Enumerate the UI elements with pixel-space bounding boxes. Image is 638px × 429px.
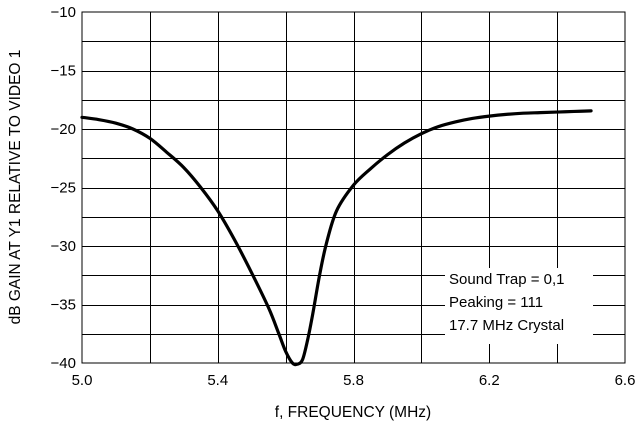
series-line bbox=[80, 109, 593, 367]
y-tick-label: −25 bbox=[51, 180, 76, 197]
annotation-box: Sound Trap = 0,1 Peaking = 111 17.7 MHz … bbox=[445, 268, 593, 344]
y-axis-title: dB GAIN AT Y1 RELATIVE TO VIDEO 1 bbox=[7, 50, 24, 325]
y-tick-labels: −40 −35 −30 −25 −20 −15 −10 bbox=[51, 4, 76, 372]
plot-frame bbox=[81, 11, 626, 364]
x-tick-label: 5.8 bbox=[343, 372, 364, 389]
y-tick-label: −30 bbox=[51, 238, 76, 255]
x-tick-label: 5.4 bbox=[207, 372, 228, 389]
annotation-peaking: Peaking = 111 bbox=[449, 294, 543, 311]
x-tick-label: 6.6 bbox=[615, 372, 636, 389]
x-tick-labels: 5.0 5.4 5.8 6.2 6.6 bbox=[72, 372, 636, 389]
y-tick-label: −35 bbox=[51, 297, 76, 314]
y-tick-label: −40 bbox=[51, 355, 76, 372]
x-tick-label: 6.2 bbox=[479, 372, 500, 389]
y-tick-label: −10 bbox=[51, 4, 76, 21]
grid bbox=[82, 12, 625, 363]
y-tick-label: −20 bbox=[51, 121, 76, 138]
y-tick-label: −15 bbox=[51, 63, 76, 80]
annotation-crystal: 17.7 MHz Crystal bbox=[449, 317, 564, 334]
annotation-sound-trap: Sound Trap = 0,1 bbox=[449, 271, 565, 288]
x-tick-label: 5.0 bbox=[72, 372, 93, 389]
x-axis-title: f, FREQUENCY (MHz) bbox=[275, 404, 431, 421]
